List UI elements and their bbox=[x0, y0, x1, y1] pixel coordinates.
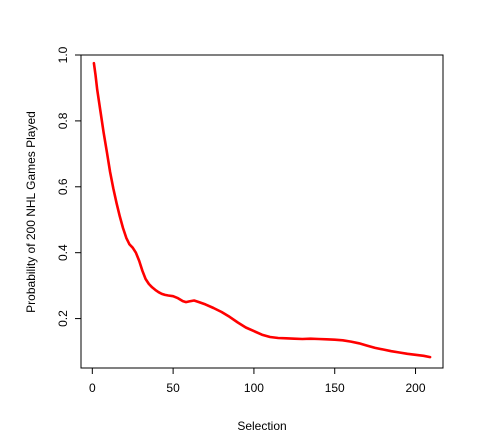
plot-frame bbox=[80, 54, 444, 369]
x-tick-label: 100 bbox=[244, 381, 264, 395]
y-tick-label: 0.8 bbox=[56, 112, 70, 129]
y-tick-label: 0.4 bbox=[56, 244, 70, 261]
y-axis-title: Probability of 200 NHL Games Played bbox=[24, 111, 38, 313]
x-tick-label: 50 bbox=[166, 381, 180, 395]
y-tick-label: 0.2 bbox=[56, 310, 70, 327]
series-line bbox=[92, 61, 432, 359]
y-axis: 0.2 0.4 0.6 0.8 1.0 bbox=[56, 46, 81, 327]
x-tick-label: 150 bbox=[325, 381, 345, 395]
y-tick-label: 1.0 bbox=[56, 46, 70, 63]
x-axis: 0 50 100 150 200 bbox=[89, 368, 426, 395]
y-tick-label: 0.6 bbox=[56, 178, 70, 195]
series-group bbox=[92, 61, 432, 359]
x-tick-label: 0 bbox=[89, 381, 96, 395]
x-tick-label: 200 bbox=[406, 381, 426, 395]
x-axis-title: Selection bbox=[237, 419, 286, 433]
